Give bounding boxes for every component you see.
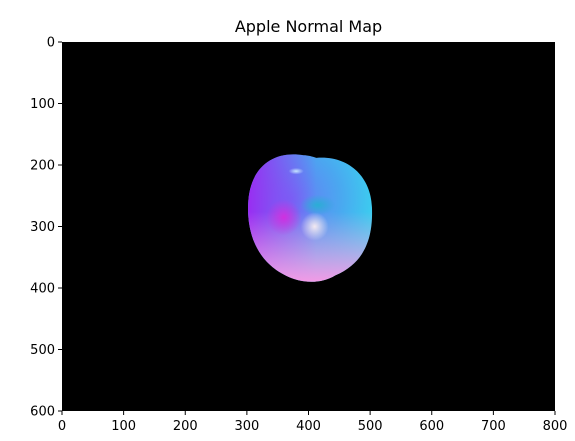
y-tick-label: 300 [30,220,55,235]
y-tick-label: 400 [30,282,55,297]
apple-top-gloss [288,167,304,175]
apple-stem-cavity [300,194,336,216]
y-tick-label: 600 [30,405,55,420]
plot-frame [62,42,555,411]
apple-center-highlight [300,212,329,241]
apple-lower-left-shadow [266,199,302,236]
x-tick-label: 200 [173,419,198,434]
y-tick-label: 500 [30,343,55,358]
x-tick-label: 600 [419,419,444,434]
x-axis: 0 100 200 300 400 500 600 700 800 [58,411,568,434]
x-tick-label: 100 [111,419,136,434]
y-tick-label: 0 [47,36,55,51]
apple-normal-map-image [248,154,373,282]
chart-title: Apple Normal Map [235,17,382,36]
y-axis: 0 100 200 300 400 500 600 [30,36,62,420]
y-tick-label: 200 [30,159,55,174]
x-tick-label: 500 [358,419,383,434]
x-tick-label: 800 [543,419,568,434]
x-tick-label: 700 [481,419,506,434]
x-tick-label: 0 [58,419,66,434]
y-tick-label: 100 [30,97,55,112]
x-tick-label: 300 [234,419,259,434]
x-tick-label: 400 [296,419,321,434]
